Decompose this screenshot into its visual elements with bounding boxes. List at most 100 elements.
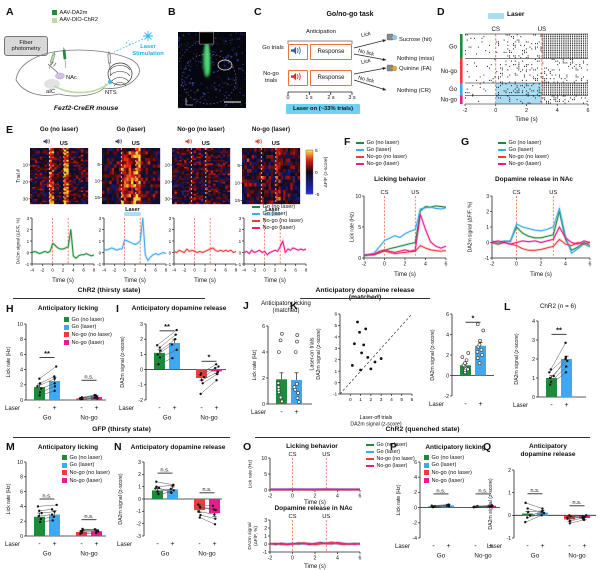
quenched-dopamine-chart: -1 0 1 2 3 -2 0 2 4 6 Time (s) DA2m signal (ΔF/F, %)… — [247, 514, 362, 570]
panel-label-g: G — [461, 136, 470, 148]
svg-text:10: 10 — [165, 163, 171, 169]
svg-text:2: 2 — [540, 262, 543, 268]
svg-text:0: 0 — [414, 505, 417, 511]
svg-text:-2: -2 — [444, 394, 449, 400]
svg-text:0: 0 — [335, 380, 338, 386]
svg-text:1: 1 — [99, 239, 102, 244]
svg-text:CS: CS — [491, 26, 500, 33]
svg-text:Go: Go — [43, 551, 52, 558]
svg-text:0: 0 — [315, 170, 318, 176]
svg-text:*: * — [208, 353, 211, 362]
e-col1-title: Go (no laser) — [39, 126, 79, 133]
svg-text:DA2m signal (z-score): DA2m signal (z-score) — [488, 478, 494, 530]
medial-axis-label: M — [180, 103, 184, 108]
svg-text:-1: -1 — [263, 550, 268, 556]
nogo-no-laser-swatch — [252, 219, 260, 222]
svg-text:0: 0 — [291, 556, 294, 562]
aav-dio-chr2-swatch — [52, 17, 57, 23]
laser-on-note: Laser on (~33% trials) — [286, 104, 360, 114]
syringe-dio — [48, 51, 56, 70]
svg-text:-: - — [156, 541, 159, 548]
svg-text:1: 1 — [532, 376, 535, 382]
svg-text:0: 0 — [358, 256, 361, 262]
nogo-cue-box — [288, 70, 308, 86]
heatmap-colorbar: 5 0 -5ΔF/F (z-score) — [305, 148, 329, 198]
svg-text:Time (s): Time (s) — [394, 272, 416, 278]
panel-q-title-line2: dopamine release — [520, 451, 576, 458]
svg-text:**: ** — [44, 349, 50, 358]
legend-label: No-go (laser) — [262, 225, 296, 232]
svg-text:3: 3 — [532, 338, 535, 344]
svg-text:US: US — [411, 190, 419, 196]
go-no-laser-swatch — [252, 205, 260, 208]
svg-text:Laser: Laser — [251, 410, 266, 416]
svg-text:Go: Go — [161, 551, 170, 558]
svg-text:6: 6 — [445, 262, 448, 268]
go-laser-swatch — [498, 148, 506, 151]
matched-licking-bars: 0 2 4 6 Lick rate (Hz) - + Laser — [251, 324, 312, 416]
legend-label: No-go (laser) — [431, 477, 465, 484]
svg-text:No-go: No-go — [474, 553, 492, 560]
svg-text:1: 1 — [335, 369, 338, 375]
header-matched-da: Anticipatory dopamine release (matched) — [315, 287, 415, 301]
svg-text:6: 6 — [154, 268, 157, 273]
panel-p-legend: Go (no laser) Go (laser) No-go (no laser… — [424, 454, 472, 484]
aca-label: aca — [222, 63, 230, 68]
svg-text:3: 3 — [169, 216, 172, 221]
svg-text:US: US — [272, 141, 280, 147]
nogo-laser-swatch — [252, 227, 260, 230]
svg-text:-1: -1 — [136, 509, 141, 515]
legend-label: Go (laser) — [431, 462, 457, 469]
svg-text:0: 0 — [27, 250, 30, 255]
svg-text:No-go: No-go — [568, 553, 586, 560]
svg-text:(ΔF/F, %): (ΔF/F, %) — [253, 526, 259, 546]
go-no-laser-swatch — [498, 141, 506, 144]
svg-text:-2: -2 — [136, 521, 141, 527]
svg-text:-: - — [200, 405, 203, 412]
svg-text:8: 8 — [235, 268, 238, 273]
svg-text:6: 6 — [587, 108, 590, 114]
svg-text:8: 8 — [20, 475, 23, 481]
svg-text:30: 30 — [165, 197, 171, 203]
svg-text:Lick rate (Hz): Lick rate (Hz) — [6, 346, 12, 377]
header-underline — [13, 298, 205, 299]
nogo-laser-swatch — [356, 163, 364, 166]
nts-label: NTS — [105, 90, 117, 96]
svg-text:-1: -1 — [333, 392, 338, 398]
svg-text:Laser: Laser — [5, 406, 20, 412]
svg-text:0: 0 — [123, 268, 126, 273]
svg-text:2: 2 — [239, 227, 242, 232]
dopamine-release-chart: -1 0 1 2 3 -2 0 2 4 6 Time (s) DA2m signal (ΔF/F, %… — [468, 190, 592, 278]
legend-label: Go (no laser) — [262, 203, 296, 210]
svg-text:2: 2 — [204, 268, 207, 273]
svg-text:-: - — [158, 405, 161, 412]
svg-text:CS: CS — [288, 452, 296, 458]
svg-text:Lick rate (Hz): Lick rate (Hz) — [252, 349, 258, 380]
go-laser-swatch — [366, 451, 374, 454]
header-chr2-thirsty: ChR2 (thirsty state) — [77, 287, 141, 294]
svg-text:DA2m signal (z-score): DA2m signal (z-score) — [316, 328, 322, 380]
svg-text:5: 5 — [97, 162, 100, 168]
svg-text:n.s.: n.s. — [202, 487, 212, 493]
svg-text:6: 6 — [359, 494, 362, 500]
svg-text:3: 3 — [380, 397, 383, 403]
legend-label: No-go (laser) — [376, 462, 408, 469]
svg-text:US: US — [60, 141, 68, 147]
go-trials-label: Go trials — [262, 45, 284, 51]
nac-image-label: NAc — [205, 86, 216, 92]
svg-text:8: 8 — [165, 268, 168, 273]
nogo-no-laser-swatch — [64, 332, 69, 338]
nogo-no-laser-swatch — [366, 457, 374, 460]
svg-text:**: ** — [556, 326, 562, 335]
svg-text:Time (s): Time (s) — [304, 500, 326, 506]
svg-text:Laser: Laser — [513, 403, 528, 409]
svg-text:Go: Go — [449, 87, 458, 93]
legend-label: No-go (laser) — [366, 161, 400, 168]
svg-text:+: + — [478, 401, 482, 408]
svg-text:US: US — [132, 141, 140, 147]
svg-text:Lick rate (Hz): Lick rate (Hz) — [248, 459, 254, 488]
svg-text:-2: -2 — [362, 262, 367, 268]
svg-text:3: 3 — [27, 216, 30, 221]
